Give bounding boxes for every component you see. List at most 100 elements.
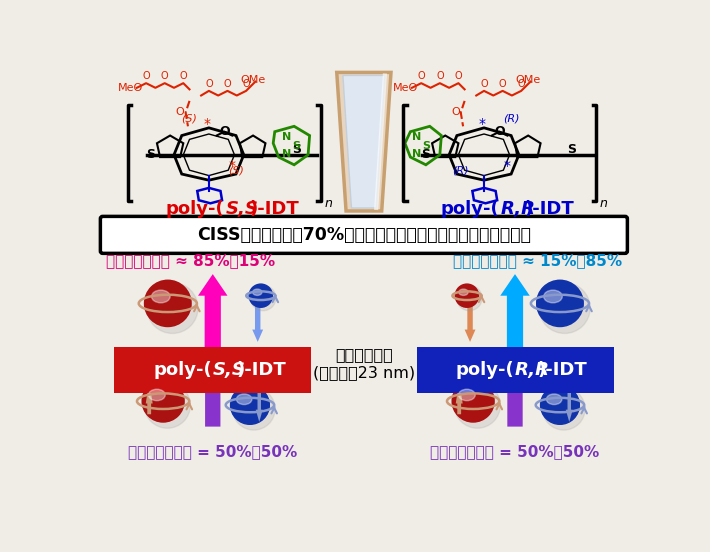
Text: O: O <box>417 71 425 81</box>
Text: O: O <box>499 78 506 88</box>
Ellipse shape <box>159 397 168 405</box>
Ellipse shape <box>459 289 468 295</box>
Ellipse shape <box>461 389 486 413</box>
FancyBboxPatch shape <box>100 216 628 253</box>
Polygon shape <box>252 286 263 342</box>
Text: *: * <box>229 160 236 173</box>
Polygon shape <box>464 286 476 342</box>
Text: 上向き：下向き ≈ 85%：15%: 上向き：下向き ≈ 85%：15% <box>106 253 275 268</box>
Ellipse shape <box>555 299 564 308</box>
Text: poly-(: poly-( <box>456 362 514 379</box>
Text: O: O <box>480 78 488 88</box>
Ellipse shape <box>537 280 583 326</box>
Text: S: S <box>146 148 155 161</box>
Polygon shape <box>501 274 530 347</box>
Ellipse shape <box>454 383 501 428</box>
Ellipse shape <box>546 290 574 317</box>
FancyBboxPatch shape <box>417 347 614 394</box>
Text: CISS効果により終70%のスピン偏極率のスピン偏極電流を発生: CISS効果により終70%のスピン偏極率のスピン偏極電流を発生 <box>197 226 531 244</box>
Polygon shape <box>256 388 263 422</box>
Polygon shape <box>337 72 391 211</box>
Ellipse shape <box>452 380 494 422</box>
Text: *: * <box>479 117 486 131</box>
Text: O: O <box>494 125 505 138</box>
Ellipse shape <box>239 394 261 417</box>
Ellipse shape <box>455 284 479 307</box>
Ellipse shape <box>547 394 562 405</box>
Ellipse shape <box>154 290 182 317</box>
Text: *: * <box>504 160 510 173</box>
Text: (S): (S) <box>182 114 197 124</box>
Ellipse shape <box>249 284 273 307</box>
Ellipse shape <box>249 284 273 307</box>
Text: R,R: R,R <box>501 200 536 219</box>
FancyBboxPatch shape <box>89 66 639 214</box>
Ellipse shape <box>148 389 165 401</box>
Text: S,S: S,S <box>213 362 246 379</box>
Ellipse shape <box>258 294 263 298</box>
Text: O: O <box>224 78 231 88</box>
Text: MeO: MeO <box>118 83 143 93</box>
Ellipse shape <box>540 386 579 424</box>
Ellipse shape <box>458 286 476 305</box>
Text: n: n <box>599 197 607 210</box>
Polygon shape <box>501 347 529 427</box>
Text: O: O <box>176 108 185 118</box>
Text: N: N <box>412 132 421 142</box>
Text: O: O <box>219 125 230 138</box>
Ellipse shape <box>251 286 270 305</box>
Polygon shape <box>456 382 463 415</box>
Ellipse shape <box>545 390 575 421</box>
Text: N: N <box>282 132 291 142</box>
Text: O: O <box>518 78 525 88</box>
Text: (膜厉　終23 nm): (膜厉 終23 nm) <box>313 365 415 380</box>
Text: O: O <box>454 71 462 81</box>
Text: 上向き：下向き = 50%：50%: 上向き：下向き = 50%：50% <box>128 444 297 459</box>
Ellipse shape <box>551 294 569 312</box>
Ellipse shape <box>460 289 474 302</box>
Polygon shape <box>146 382 153 415</box>
Text: 上向き：下向き = 50%：50%: 上向き：下向き = 50%：50% <box>430 444 600 459</box>
Text: O: O <box>142 71 150 81</box>
Text: OMe: OMe <box>515 75 540 85</box>
Text: O: O <box>451 108 459 118</box>
Text: (R): (R) <box>503 114 520 124</box>
Text: S: S <box>293 141 300 151</box>
Text: )-IDT: )-IDT <box>236 362 287 379</box>
Ellipse shape <box>452 380 494 422</box>
Ellipse shape <box>251 285 276 311</box>
Text: )-IDT: )-IDT <box>524 200 574 219</box>
Ellipse shape <box>147 283 198 333</box>
Text: poly-(: poly-( <box>153 362 212 379</box>
Text: O: O <box>242 78 250 88</box>
Text: N: N <box>282 149 291 159</box>
Ellipse shape <box>246 401 254 409</box>
Text: OMe: OMe <box>240 75 266 85</box>
Polygon shape <box>198 274 227 347</box>
Ellipse shape <box>548 394 572 417</box>
Ellipse shape <box>256 291 266 300</box>
Ellipse shape <box>469 397 477 405</box>
Ellipse shape <box>231 386 269 424</box>
Polygon shape <box>566 388 573 422</box>
Ellipse shape <box>146 385 180 418</box>
Ellipse shape <box>462 291 471 300</box>
Ellipse shape <box>544 290 562 303</box>
Ellipse shape <box>455 284 479 307</box>
Text: S: S <box>421 148 430 161</box>
Ellipse shape <box>254 289 268 302</box>
Ellipse shape <box>158 294 177 312</box>
Ellipse shape <box>542 388 585 430</box>
Ellipse shape <box>151 290 170 303</box>
Text: (R): (R) <box>452 165 469 175</box>
Ellipse shape <box>231 386 269 424</box>
Ellipse shape <box>253 289 262 295</box>
Ellipse shape <box>465 393 481 410</box>
Text: *: * <box>204 117 211 131</box>
Ellipse shape <box>236 394 252 405</box>
Polygon shape <box>199 347 226 427</box>
Ellipse shape <box>242 397 258 413</box>
Ellipse shape <box>537 280 583 326</box>
Text: 上向き：下向き ≈ 15%：85%: 上向き：下向き ≈ 15%：85% <box>453 253 622 268</box>
Text: S: S <box>422 141 430 151</box>
